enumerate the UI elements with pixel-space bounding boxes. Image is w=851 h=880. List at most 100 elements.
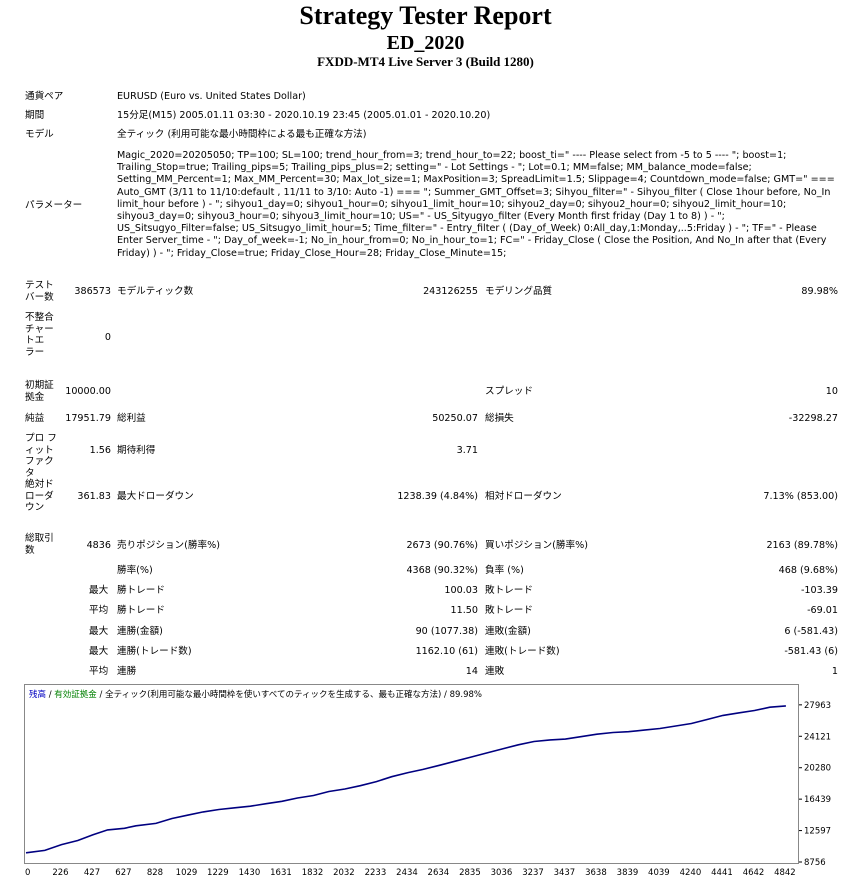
deposit-label: 初期証 拠金 bbox=[25, 380, 54, 403]
largest-loss-label: 敗トレード bbox=[485, 585, 533, 596]
largest-loss-value: -103.39 bbox=[800, 585, 838, 596]
params-label: パラメーター bbox=[25, 200, 83, 211]
y-axis: 8756 12597 16439 20280 24121 27963 bbox=[799, 701, 831, 868]
profit-factor-value: 1.56 bbox=[89, 445, 111, 456]
model-label: モデル bbox=[25, 129, 54, 140]
x-tick-label: 3638 bbox=[585, 868, 607, 878]
avg-loss-label: 敗トレード bbox=[485, 605, 533, 616]
ticks-value: 243126255 bbox=[423, 286, 478, 297]
legend-model: 全ティック(利用可能な最小時間枠を使いすべてのティックを生成する、最も正確な方法… bbox=[105, 690, 442, 700]
cons-lossamt-value: -581.43 (6) bbox=[784, 646, 838, 657]
largest-label: 最大 bbox=[89, 585, 109, 596]
x-tick-label: 4642 bbox=[743, 868, 765, 878]
x-tick-label: 1631 bbox=[270, 868, 292, 878]
profit-trades-label: 勝率(%) bbox=[117, 565, 153, 576]
symbol-value: EURUSD (Euro vs. United States Dollar) bbox=[117, 91, 306, 102]
expected-payoff-label: 期待利得 bbox=[117, 445, 156, 456]
net-label: 純益 bbox=[25, 413, 45, 424]
x-tick-label: 4441 bbox=[711, 868, 733, 878]
avg-win-label: 勝トレード bbox=[117, 605, 165, 616]
x-tick-label: 1832 bbox=[302, 868, 324, 878]
cons-profit-value: 1162.10 (61) bbox=[415, 646, 478, 657]
cons-loss-money-value: 6 (-581.43) bbox=[784, 626, 838, 637]
y-tick-label: 20280 bbox=[804, 764, 831, 774]
balance-chart: 残高 / 有効証拠金 / 全ティック(利用可能な最小時間枠を使いすべてのティック… bbox=[24, 684, 839, 868]
profit-factor-label: プロ フィット ファクタ bbox=[25, 433, 57, 479]
x-tick-label: 3036 bbox=[491, 868, 513, 878]
long-positions-value: 2163 (89.78%) bbox=[766, 540, 838, 551]
long-positions-label: 買いポジション(勝率%) bbox=[485, 540, 588, 551]
x-tick-label: 226 bbox=[52, 868, 68, 878]
y-tick-label: 16439 bbox=[804, 795, 831, 805]
x-tick-label: 2032 bbox=[333, 868, 355, 878]
rel-drawdown-value: 7.13% (853.00) bbox=[763, 491, 838, 502]
average-label: 平均 bbox=[89, 605, 109, 616]
x-tick-label: 2233 bbox=[365, 868, 387, 878]
x-tick-label: 0 bbox=[25, 868, 30, 878]
ticks-label: モデルティック数 bbox=[117, 286, 194, 297]
x-tick-label: 1229 bbox=[207, 868, 229, 878]
avg-cons-loss-value: 1 bbox=[831, 666, 838, 677]
cons-lossamt-label: 連敗(トレード数) bbox=[485, 646, 560, 657]
spread-label: スプレッド bbox=[485, 386, 533, 397]
legend-quality: 89.98% bbox=[449, 690, 482, 700]
bars-label: テスト バー数 bbox=[25, 280, 54, 303]
x-tick-label: 828 bbox=[147, 868, 163, 878]
x-tick-label: 2835 bbox=[459, 868, 481, 878]
x-tick-label: 4240 bbox=[680, 868, 702, 878]
y-tick-label: 27963 bbox=[804, 701, 831, 711]
max-drawdown-value: 1238.39 (4.84%) bbox=[397, 491, 478, 502]
avg-cons-loss-label: 連敗 bbox=[485, 666, 505, 677]
max-drawdown-label: 最大ドローダウン bbox=[117, 491, 194, 502]
symbol-label: 通貨ペア bbox=[25, 91, 64, 102]
avg-cons-label: 平均 bbox=[89, 666, 109, 677]
model-value: 全ティック (利用可能な最小時間枠による最も正確な方法) bbox=[117, 129, 367, 140]
x-tick-label: 2634 bbox=[428, 868, 450, 878]
y-tick-label: 12597 bbox=[804, 827, 831, 837]
largest-win-value: 100.03 bbox=[444, 585, 478, 596]
short-positions-label: 売りポジション(勝率%) bbox=[117, 540, 220, 551]
balance-chart-svg bbox=[25, 705, 786, 854]
max-cons-count-label: 最大 bbox=[89, 646, 109, 657]
x-axis: 0 226 427 627 828 1029 1229 1430 1631 1832 2032 223… bbox=[25, 868, 796, 878]
x-tick-label: 627 bbox=[115, 868, 131, 878]
chart-legend: 残高 / 有効証拠金 / 全ティック(利用可能な最小時間枠を使いすべてのティック… bbox=[29, 690, 482, 700]
chart-plot-area: 残高 / 有効証拠金 / 全ティック(利用可能な最小時間枠を使いすべてのティック… bbox=[24, 684, 799, 864]
x-tick-label: 4842 bbox=[774, 868, 796, 878]
avg-win-value: 11.50 bbox=[450, 605, 478, 616]
total-trades-label: 総取引 数 bbox=[25, 533, 54, 556]
gross-loss-label: 総損失 bbox=[485, 413, 514, 424]
deposit-value: 10000.00 bbox=[65, 386, 111, 397]
x-tick-label: 3839 bbox=[617, 868, 639, 878]
report-title: Strategy Tester Report bbox=[299, 1, 552, 30]
bars-value: 386573 bbox=[74, 286, 111, 297]
abs-drawdown-label: 絶対ド ローダ ウン bbox=[25, 479, 54, 513]
params-value: Magic_2020=20205050; TP=100; SL=100; tre… bbox=[117, 150, 835, 259]
cons-wins-money-label: 連勝(金額) bbox=[117, 626, 163, 637]
gross-profit-label: 総利益 bbox=[117, 413, 146, 424]
rel-drawdown-label: 相対ドローダウン bbox=[485, 491, 562, 502]
spread-value: 10 bbox=[825, 386, 838, 397]
loss-trades-value: 468 (9.68%) bbox=[778, 565, 838, 576]
ea-name: ED_2020 bbox=[386, 32, 465, 54]
balance-line bbox=[25, 705, 786, 854]
gross-loss-value: -32298.27 bbox=[788, 413, 838, 424]
y-tick-label: 24121 bbox=[804, 732, 831, 742]
largest-win-label: 勝トレード bbox=[117, 585, 165, 596]
quality-label: モデリング品質 bbox=[485, 286, 553, 297]
expected-payoff-value: 3.71 bbox=[456, 445, 478, 456]
abs-drawdown-value: 361.83 bbox=[77, 491, 111, 502]
mismatch-value: 0 bbox=[104, 332, 111, 343]
quality-value: 89.98% bbox=[801, 286, 838, 297]
x-tick-label: 3437 bbox=[554, 868, 576, 878]
total-trades-value: 4836 bbox=[86, 540, 111, 551]
gross-profit-value: 50250.07 bbox=[432, 413, 478, 424]
x-tick-label: 427 bbox=[84, 868, 100, 878]
period-label: 期間 bbox=[25, 110, 45, 121]
profit-trades-value: 4368 (90.32%) bbox=[406, 565, 478, 576]
x-tick-label: 1029 bbox=[176, 868, 198, 878]
cons-loss-money-label: 連敗(金額) bbox=[485, 626, 531, 637]
avg-cons-wins-label: 連勝 bbox=[117, 666, 137, 677]
avg-cons-wins-value: 14 bbox=[465, 666, 478, 677]
legend-equity: 有効証拠金 bbox=[54, 690, 97, 700]
